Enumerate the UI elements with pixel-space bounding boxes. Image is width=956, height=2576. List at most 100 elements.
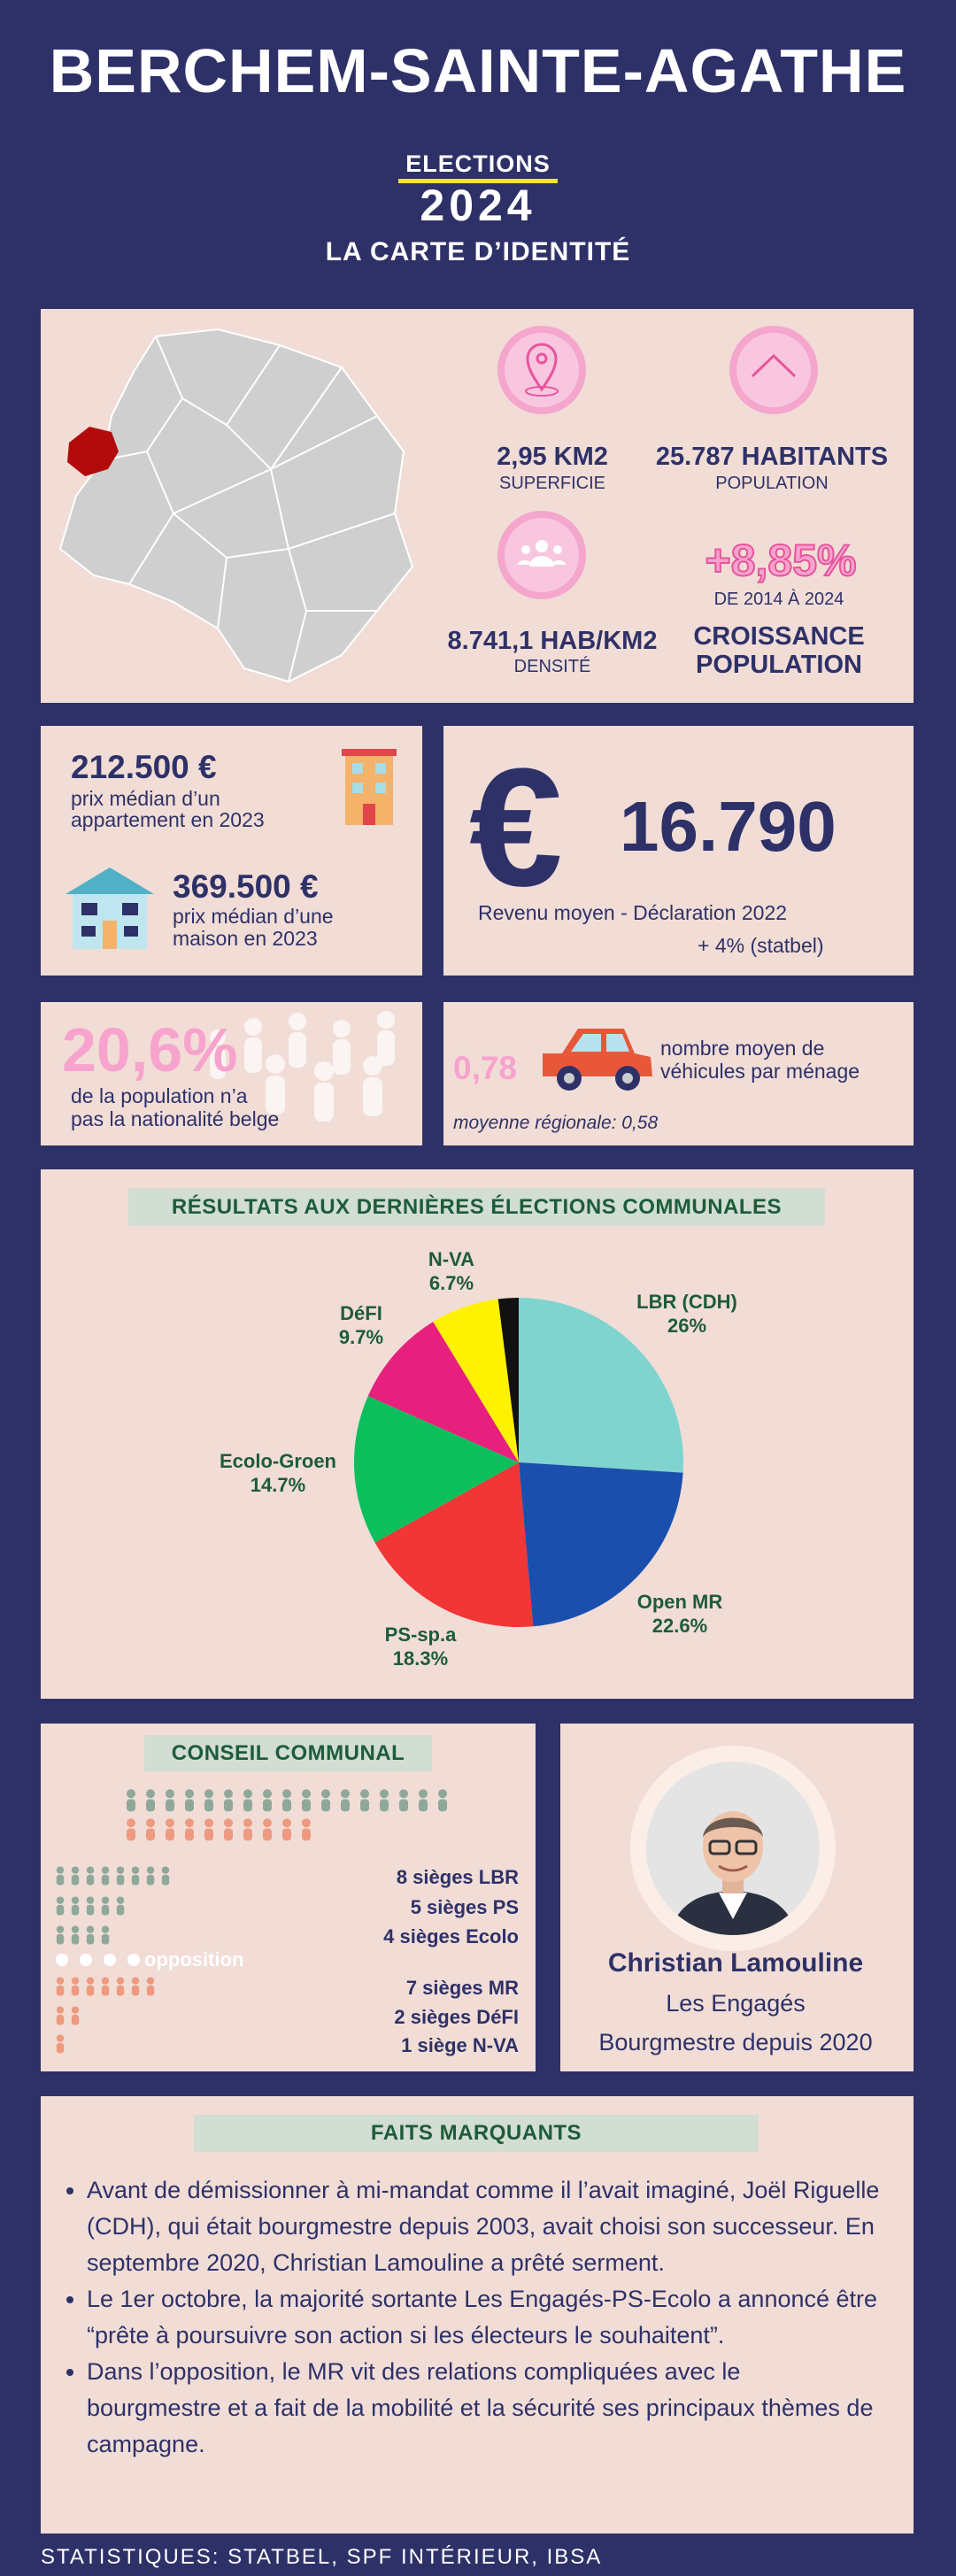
seat-icon-body [380,1799,389,1812]
seat-icon-body [86,1933,95,1945]
facts-list: Avant de démissionner à mi-mandat comme … [62,2172,881,2463]
housing-icons [66,749,397,949]
seat-icon-body [263,1828,272,1841]
nationality-panel [41,1002,422,1145]
nationality-value: 20,6% [62,1015,238,1084]
seat-label: 7 sièges MR [405,1977,519,1999]
vehicles-value: 0,78 [453,1050,518,1086]
growth-value: +8,85% [705,535,858,586]
seat-icon-body [302,1828,311,1841]
slice-value: 6.7% [429,1272,474,1294]
seat-icon-head [131,1977,140,1985]
seat-icon-body [204,1799,213,1812]
seat-icon-head [166,1818,174,1828]
seat-icon-body [146,1985,155,1996]
slice-label: Open MR [637,1591,723,1613]
seat-icon-head [341,1789,350,1799]
seat-icon-head [86,1866,95,1874]
seat-icon-head [86,1896,95,1904]
seat-icon-body [243,1828,252,1841]
seat-icon-body [146,1828,155,1841]
seat-icon-head [166,1789,174,1799]
slice-value: 18.3% [393,1647,448,1670]
income-label: Revenu moyen - Déclaration 2022 [478,901,788,924]
vehicles-text: véhicules par ménage [660,1060,860,1083]
council-panel [41,1724,536,2071]
seat-icon-body [161,1874,170,1886]
pie-slice [374,1462,534,1628]
slice-value: 26% [667,1315,706,1337]
pie-slice [519,1298,684,1473]
seat-icon-head [127,1789,135,1799]
pie-slice [433,1299,519,1462]
council-title: CONSEIL COMMUNAL [144,1735,432,1771]
seat-icon-body [341,1799,350,1812]
nationality-text: pas la nationalité belge [71,1107,280,1130]
opposition-dot [56,1954,68,1966]
seat-icon-body [146,1874,155,1886]
seat-icon-body [101,1985,110,1996]
seat-icon-body [56,1985,65,1996]
income-note: + 4% (statbel) [698,934,824,957]
seat-icon-body [71,2014,80,2025]
seat-icon-head [116,1896,125,1904]
price-text: prix médian d’un [71,787,220,810]
seat-icon-body [282,1799,291,1812]
slice-label: PS-sp.a [385,1623,457,1646]
seat-icon-body [71,1874,80,1886]
list: Avant de démissionner à mi-mandat comme … [62,2172,881,2463]
mayor-name: Christian Lamouline [607,1948,864,1978]
seat-icon-head [71,2006,80,2014]
seat-icon-head [146,1818,155,1828]
seat-icon-body [204,1828,213,1841]
seat-icon-head [71,1896,80,1904]
stat-value: 25.787 HABITANTS [655,443,889,471]
slice-label: DéFI [340,1302,382,1324]
pie-slice [497,1298,519,1462]
elections-label: ELECTIONS [405,150,551,177]
seat-icon-body [56,1933,65,1945]
seat-icon-head [185,1818,194,1828]
seat-icon-body [419,1799,428,1812]
seat-icon-body [127,1799,135,1812]
nationality-text: de la population n’a [71,1084,248,1107]
seat-icon-head [86,1977,95,1985]
seat-icon-head [56,1896,65,1904]
seat-label: 2 sièges DéFI [394,2006,519,2028]
seat-icon-body [101,1874,110,1886]
seat-icon-head [127,1818,135,1828]
opposition-dot [104,1954,116,1966]
seat-icon-body [56,2042,65,2054]
seat-icon-body [101,1933,110,1945]
seat-icon-body [56,1904,65,1916]
subtitle: LA CARTE D’IDENTITÉ [325,237,631,266]
seat-icon-head [71,1925,80,1933]
seat-icon-head [243,1818,252,1828]
seat-icon-head [204,1789,213,1799]
seat-icon-head [86,1925,95,1933]
seat-icon-head [263,1789,272,1799]
seat-icon-head [185,1789,194,1799]
facts-title: FAITS MARQUANTS [194,2115,759,2152]
seat-icon-body [86,1904,95,1916]
building-icon [342,749,397,825]
seat-icon-head [116,1866,125,1874]
seat-icon-body [131,1874,140,1886]
car-icon [543,1029,652,1091]
seat-label: 1 siège N-VA [401,2034,519,2056]
seat-icon-body [166,1799,174,1812]
mayor-party: Les Engagés [666,1990,806,2017]
people-icon [497,511,586,599]
seat-icon-body [86,1985,95,1996]
page-title: BERCHEM-SAINTE-AGATHE [49,36,907,105]
seat-label: 8 sièges LBR [396,1866,519,1888]
seat-icon-body [399,1799,408,1812]
seat-icon-body [282,1828,291,1841]
seat-icon-head [101,1866,110,1874]
vehicles-text: nombre moyen de [660,1037,825,1060]
income-value: 16.790 [620,787,836,866]
seat-icon-head [56,1977,65,1985]
income-panel [443,726,914,976]
seat-icon-body [185,1828,194,1841]
